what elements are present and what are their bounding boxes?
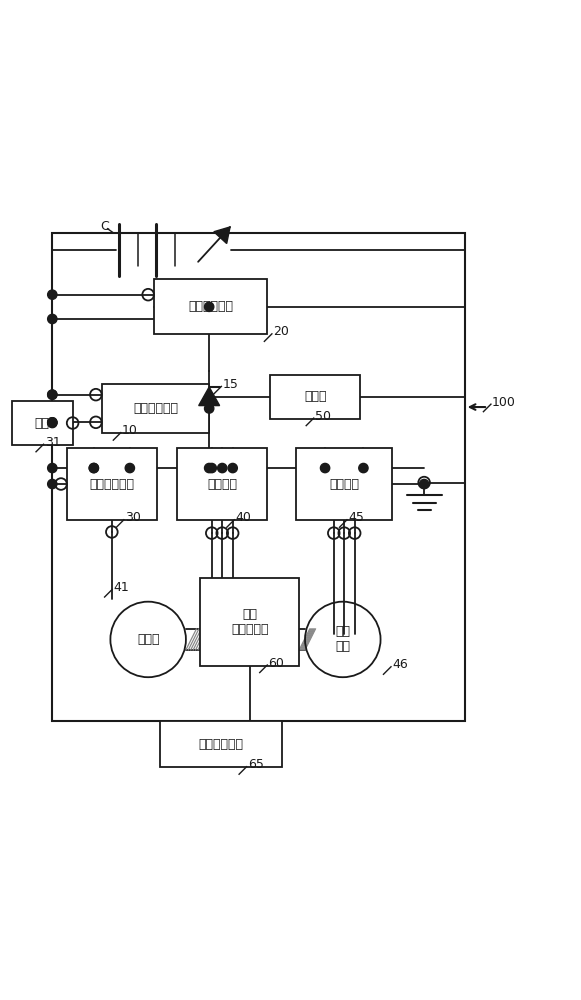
Text: 65: 65 xyxy=(248,758,264,771)
Circle shape xyxy=(218,463,227,473)
Text: 外部驱动装置: 外部驱动装置 xyxy=(198,738,243,751)
Bar xyxy=(67,448,157,520)
Text: 15: 15 xyxy=(223,378,238,391)
Text: 恒定电流电路: 恒定电流电路 xyxy=(133,402,178,415)
Polygon shape xyxy=(199,387,220,406)
Text: 20: 20 xyxy=(273,325,289,338)
Text: 负载: 负载 xyxy=(35,417,49,430)
Circle shape xyxy=(321,463,330,473)
Circle shape xyxy=(358,463,368,473)
Bar xyxy=(270,375,360,419)
Text: 控制部: 控制部 xyxy=(304,390,327,403)
Circle shape xyxy=(48,390,57,399)
Text: 30: 30 xyxy=(125,511,141,524)
Text: 100: 100 xyxy=(492,396,516,409)
Circle shape xyxy=(207,463,216,473)
Text: 引擎
（内燃机）: 引擎 （内燃机） xyxy=(231,608,268,636)
Text: 50: 50 xyxy=(315,410,331,423)
Circle shape xyxy=(48,390,57,399)
Text: 起动
马达: 起动 马达 xyxy=(335,625,350,653)
Circle shape xyxy=(205,302,214,311)
Circle shape xyxy=(48,463,57,473)
Text: 驱动电路: 驱动电路 xyxy=(329,478,359,491)
Text: 负载控制电路: 负载控制电路 xyxy=(89,478,134,491)
Bar xyxy=(296,448,392,520)
Circle shape xyxy=(89,463,99,473)
Bar xyxy=(177,448,267,520)
Bar xyxy=(52,233,465,721)
Text: 40: 40 xyxy=(235,511,252,524)
Circle shape xyxy=(125,463,134,473)
Circle shape xyxy=(205,404,214,413)
Circle shape xyxy=(48,418,57,428)
Text: 31: 31 xyxy=(45,436,60,449)
Circle shape xyxy=(48,314,57,324)
Text: C: C xyxy=(100,220,109,233)
Bar xyxy=(154,279,267,334)
Circle shape xyxy=(48,479,57,489)
Circle shape xyxy=(89,463,99,473)
Text: 发电机: 发电机 xyxy=(137,633,159,646)
Bar xyxy=(160,721,282,767)
Text: 45: 45 xyxy=(348,511,364,524)
Bar xyxy=(102,384,209,433)
Text: 41: 41 xyxy=(113,581,129,594)
Text: 10: 10 xyxy=(122,424,138,437)
Circle shape xyxy=(48,418,57,427)
Circle shape xyxy=(419,479,429,489)
Text: 电压检测电路: 电压检测电路 xyxy=(188,300,233,313)
Circle shape xyxy=(228,463,238,473)
Polygon shape xyxy=(214,227,230,244)
Text: 60: 60 xyxy=(268,657,284,670)
Circle shape xyxy=(48,290,57,299)
Circle shape xyxy=(205,463,214,473)
Bar xyxy=(200,578,299,666)
Circle shape xyxy=(48,418,57,427)
Text: 46: 46 xyxy=(392,658,408,671)
Bar xyxy=(12,401,73,445)
Text: 整流电路: 整流电路 xyxy=(207,478,237,491)
